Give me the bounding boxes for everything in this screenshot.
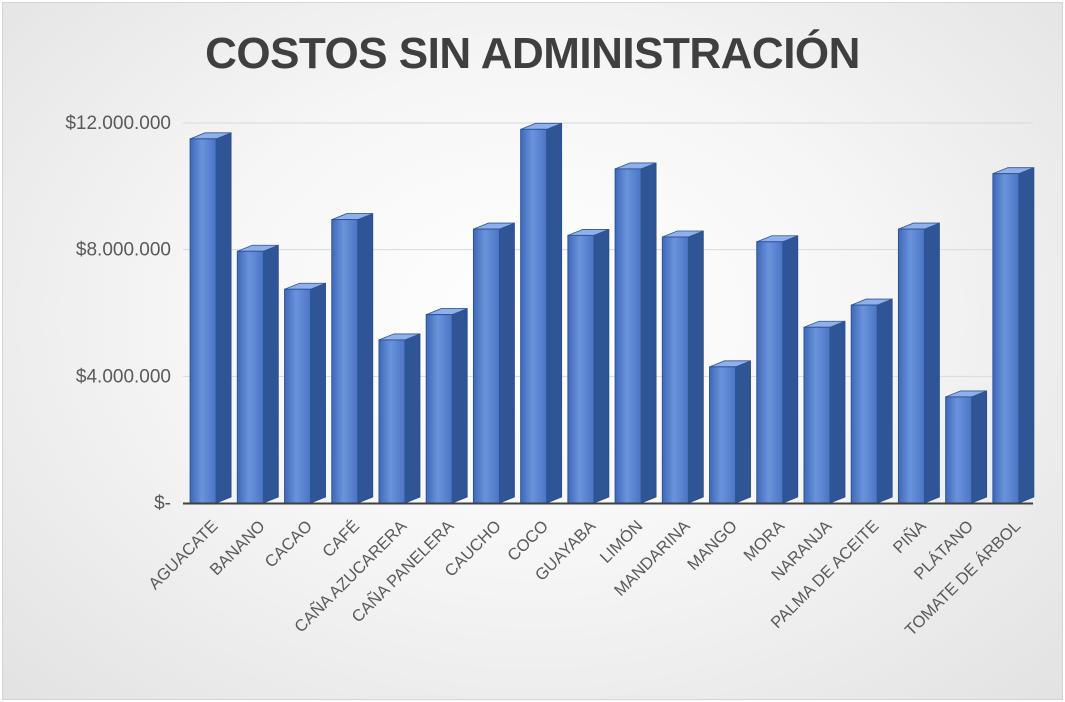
bar-front (425, 314, 453, 504)
bar-front (189, 138, 217, 504)
bar (236, 244, 279, 504)
bar (520, 122, 563, 504)
bar-side (593, 228, 610, 504)
bar-side (546, 122, 563, 504)
bar-side (310, 282, 326, 504)
bar-side (215, 132, 232, 504)
bar-front (236, 250, 264, 504)
bar (803, 320, 846, 504)
bar-side (829, 320, 846, 504)
y-tick-label: $12.000.000 (65, 113, 171, 134)
bar (472, 222, 515, 504)
bar-front (992, 173, 1020, 504)
chart-title: COSTOS SIN ADMINISTRACIÓN (205, 29, 860, 78)
bar (897, 222, 940, 504)
bar (567, 228, 610, 504)
x-tick-label: MANGO (684, 517, 741, 574)
bar-side (735, 360, 751, 504)
bar (331, 212, 374, 504)
bar (709, 360, 751, 504)
bar (425, 307, 468, 504)
bar-front (567, 234, 595, 504)
y-axis: $- $4.000.000 $8.000.000 $12.000.000 (65, 113, 171, 514)
bar-side (782, 235, 799, 504)
x-tick-label: CACAO (262, 517, 316, 571)
bar-side (451, 307, 468, 504)
bar-side (924, 222, 940, 504)
bar (850, 298, 893, 504)
bar (992, 167, 1035, 504)
bar (614, 162, 657, 504)
bar-side (687, 230, 704, 504)
bar-side (262, 244, 279, 504)
bar-front (614, 168, 642, 504)
y-tick-label: $8.000.000 (76, 240, 171, 261)
y-tick-label: $4.000.000 (76, 366, 171, 387)
bar-front (520, 128, 548, 504)
bar-front (284, 288, 312, 504)
bars (189, 122, 1035, 504)
bar-chart-svg: $- $4.000.000 $8.000.000 $12.000.000 AGUACA… (65, 113, 1035, 640)
bar-front (945, 396, 973, 504)
bar-side (499, 222, 515, 504)
bar-front (803, 326, 831, 504)
x-tick-label: AGUACATE (145, 517, 221, 593)
bar-side (404, 333, 421, 504)
x-tick-label: CAFÉ (319, 516, 364, 561)
bar-front (331, 219, 359, 504)
y-tick-label: $- (154, 493, 171, 514)
bar (189, 132, 232, 504)
bar-front (850, 304, 878, 504)
bar (756, 235, 799, 504)
bar-side (640, 162, 657, 504)
bar-side (1018, 167, 1035, 504)
bar-front (897, 228, 925, 504)
bar-front (756, 241, 784, 504)
x-tick-label: PIÑA (888, 516, 929, 557)
bar (378, 333, 421, 504)
bar-front (709, 366, 737, 504)
bar-front (472, 228, 500, 504)
bar-side (971, 390, 988, 504)
bar (945, 390, 988, 504)
bar-side (357, 212, 374, 504)
bar-front (661, 236, 689, 504)
bar-side (876, 298, 893, 504)
bar-front (378, 339, 406, 504)
bar (284, 282, 326, 504)
bar (661, 230, 704, 504)
